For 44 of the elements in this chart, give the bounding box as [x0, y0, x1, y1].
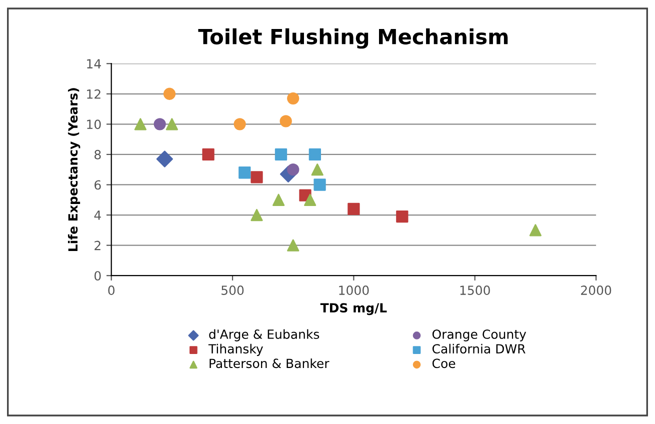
point: [308, 148, 321, 161]
point: [250, 208, 263, 222]
point: [396, 210, 408, 223]
y-tick-label: 6: [94, 180, 101, 190]
point: [274, 148, 288, 161]
legend-label: Coe: [432, 358, 456, 368]
y-tick-label: 4: [94, 210, 101, 220]
point: [287, 239, 300, 252]
legend-label: California DWR: [432, 344, 526, 354]
y-tick-label: 10: [87, 120, 101, 130]
point: [156, 150, 173, 168]
point: [134, 118, 147, 130]
point: [304, 194, 316, 206]
y-tick-label: 14: [87, 59, 101, 68]
point: [154, 118, 166, 130]
point: [202, 148, 214, 161]
point: [272, 194, 285, 206]
y-tick-label: 8: [94, 150, 101, 160]
y-tick-label: 0: [94, 271, 101, 281]
x-tick-label: 2000: [581, 286, 612, 295]
point: [348, 202, 360, 216]
point: [311, 164, 324, 176]
y-tick-label: 2: [94, 240, 100, 250]
legend-label: Patterson & Banker: [210, 358, 330, 368]
point: [280, 115, 292, 128]
x-axis-title: TDS mg/L: [320, 303, 387, 316]
point: [166, 118, 178, 130]
legend-label: d'Arge & Eubanks: [209, 329, 320, 342]
point: [238, 166, 251, 179]
y-axis-title: Life Expectancy (Years): [68, 88, 80, 251]
point: [314, 178, 326, 191]
x-tick-label: 1000: [339, 286, 369, 295]
point: [163, 88, 176, 100]
legend-label: Orange County: [432, 329, 526, 342]
point: [250, 171, 263, 184]
point: [529, 224, 542, 236]
point: [234, 118, 246, 130]
x-tick-label: 0: [108, 286, 114, 295]
y-tick-label: 12: [87, 89, 100, 99]
x-tick-label: 500: [222, 286, 244, 295]
legend-label: Tihansky: [208, 344, 263, 356]
point: [287, 92, 300, 105]
chart-title: Toilet Flushing Mechanism: [198, 28, 508, 49]
x-tick-label: 1500: [460, 286, 490, 295]
